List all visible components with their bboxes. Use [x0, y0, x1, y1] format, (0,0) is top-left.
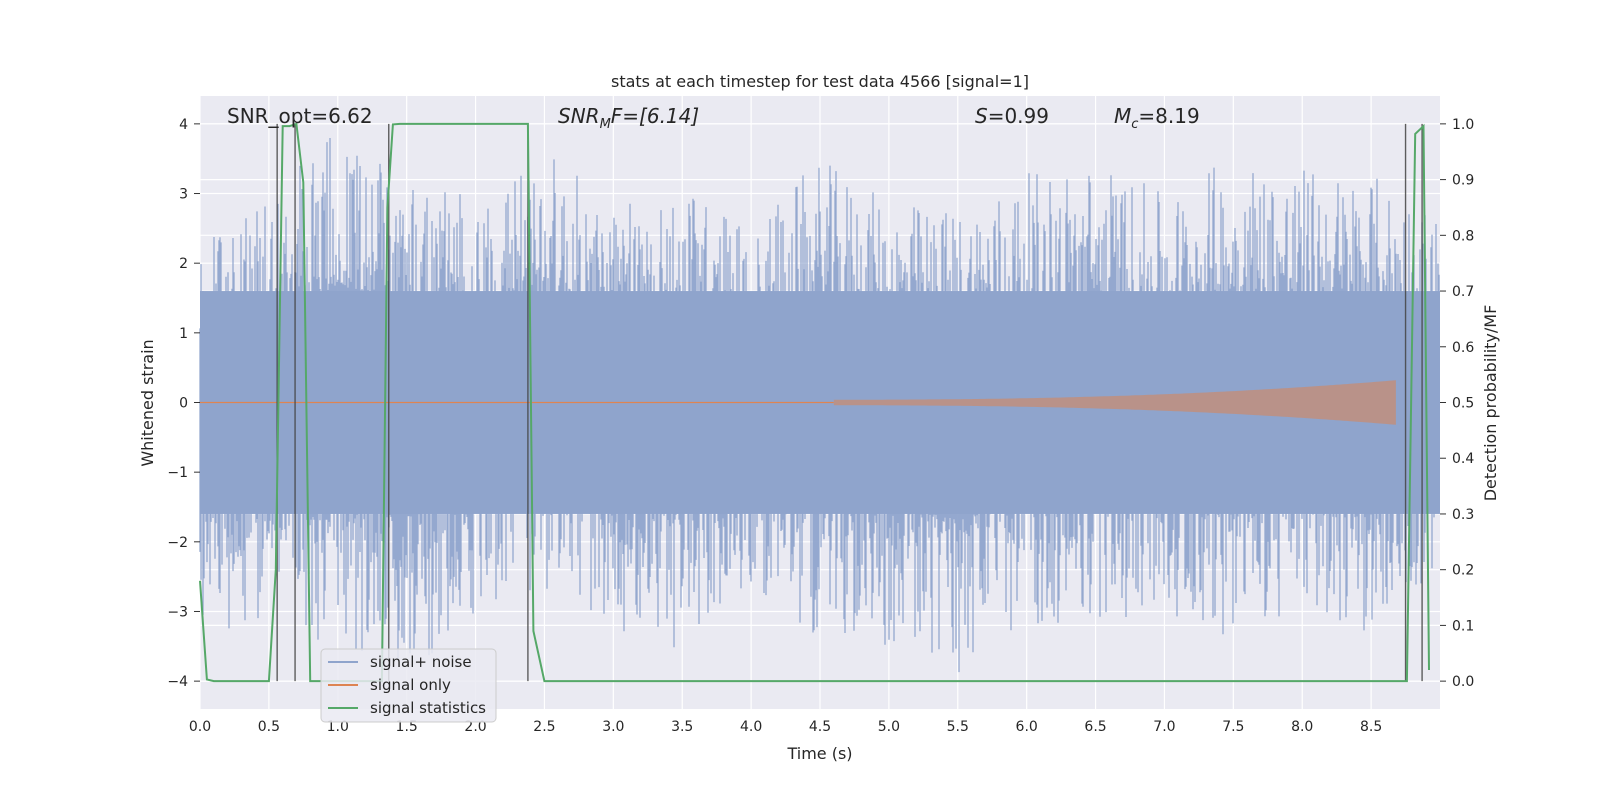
s-value: =0.99	[988, 104, 1049, 128]
x-tick-label: 8.0	[1291, 719, 1313, 735]
x-tick-label: 2.5	[533, 719, 555, 735]
y-tick-label: 4	[179, 117, 188, 133]
x-tick-label: 5.5	[947, 719, 969, 735]
x-tick-label: 3.0	[602, 719, 624, 735]
y-right-tick-label: 0.9	[1452, 173, 1474, 189]
annotation-snr-mf: SNRMF=[6.14]	[558, 104, 699, 132]
y-right-tick-label: 0.8	[1452, 228, 1474, 244]
y-tick-label: −2	[167, 535, 188, 551]
x-axis-ticks: 0.0 0.5 1.0 1.5 2.0 2.5 3.0 3.5 4.0 4.5 5.0 5.5 6.0 6…	[189, 719, 1382, 735]
y-right-tick-label: 0.0	[1452, 674, 1474, 690]
annotation-mc: Mc=8.19	[1114, 104, 1200, 132]
x-tick-label: 4.0	[740, 719, 762, 735]
x-tick-label: 8.5	[1360, 719, 1382, 735]
y-tick-label: 3	[179, 187, 188, 203]
snr-mf-symbol: SNR	[558, 104, 600, 128]
x-tick-label: 7.0	[1153, 719, 1175, 735]
x-tick-label: 5.0	[878, 719, 900, 735]
x-tick-label: 0.5	[258, 719, 280, 735]
snr-mf-value: F=[6.14]	[611, 104, 699, 128]
x-tick-label: 7.5	[1222, 719, 1244, 735]
signal-chirp	[833, 339, 1396, 466]
legend-label-signal: signal only	[370, 676, 451, 694]
x-tick-label: 1.5	[396, 719, 418, 735]
legend-box	[320, 648, 497, 723]
snr-mf-subscript: M	[600, 117, 611, 132]
x-axis-label: Time (s)	[786, 744, 852, 763]
x-tick-label: 1.0	[327, 719, 349, 735]
legend: signal+ noise signal only signal statist…	[320, 648, 497, 723]
mc-value: =8.19	[1138, 104, 1199, 128]
annotation-snr-opt: SNR_opt=6.62	[227, 104, 373, 128]
x-tick-label: 4.5	[809, 719, 831, 735]
y-tick-label: −4	[167, 674, 188, 690]
legend-label-stats: signal statistics	[370, 699, 486, 717]
y-tick-label: −1	[167, 465, 188, 481]
y-right-tick-label: 0.3	[1452, 507, 1474, 523]
y-right-tick-label: 0.2	[1452, 563, 1474, 579]
x-tick-label: 6.5	[1084, 719, 1106, 735]
x-tick-label: 0.0	[189, 719, 211, 735]
y-tick-label: 0	[179, 396, 188, 412]
x-tick-label: 2.0	[464, 719, 486, 735]
y-axis-label: Whitened strain	[138, 339, 157, 466]
y-tick-label: 1	[179, 326, 188, 342]
y-right-tick-label: 0.1	[1452, 618, 1474, 634]
y-right-tick-label: 0.6	[1452, 340, 1474, 356]
mc-subscript: c	[1131, 117, 1138, 132]
mc-symbol: M	[1114, 104, 1131, 128]
annotation-s: S=0.99	[975, 104, 1049, 128]
x-tick-label: 3.5	[671, 719, 693, 735]
x-tick-label: 6.0	[1016, 719, 1038, 735]
y-tick-label: −3	[167, 604, 188, 620]
chart-title: stats at each timestep for test data 456…	[611, 72, 1029, 91]
y-right-tick-label: 0.7	[1452, 284, 1474, 300]
s-symbol: S	[975, 104, 988, 128]
legend-label-noise: signal+ noise	[370, 653, 472, 671]
y-tick-label: 2	[179, 256, 188, 272]
y-right-axis-label: Detection probability/MF	[1481, 305, 1500, 502]
y-axis-ticks: 4 3 2 1 0 −1 −2 −3 −4	[167, 117, 200, 690]
y-right-axis-ticks: 1.0 0.9 0.8 0.7 0.6 0.5 0.4 0.3 0.2 0.1 0.0	[1440, 117, 1474, 690]
y-right-tick-label: 1.0	[1452, 117, 1474, 133]
y-right-tick-label: 0.5	[1452, 396, 1474, 412]
y-right-tick-label: 0.4	[1452, 451, 1474, 467]
